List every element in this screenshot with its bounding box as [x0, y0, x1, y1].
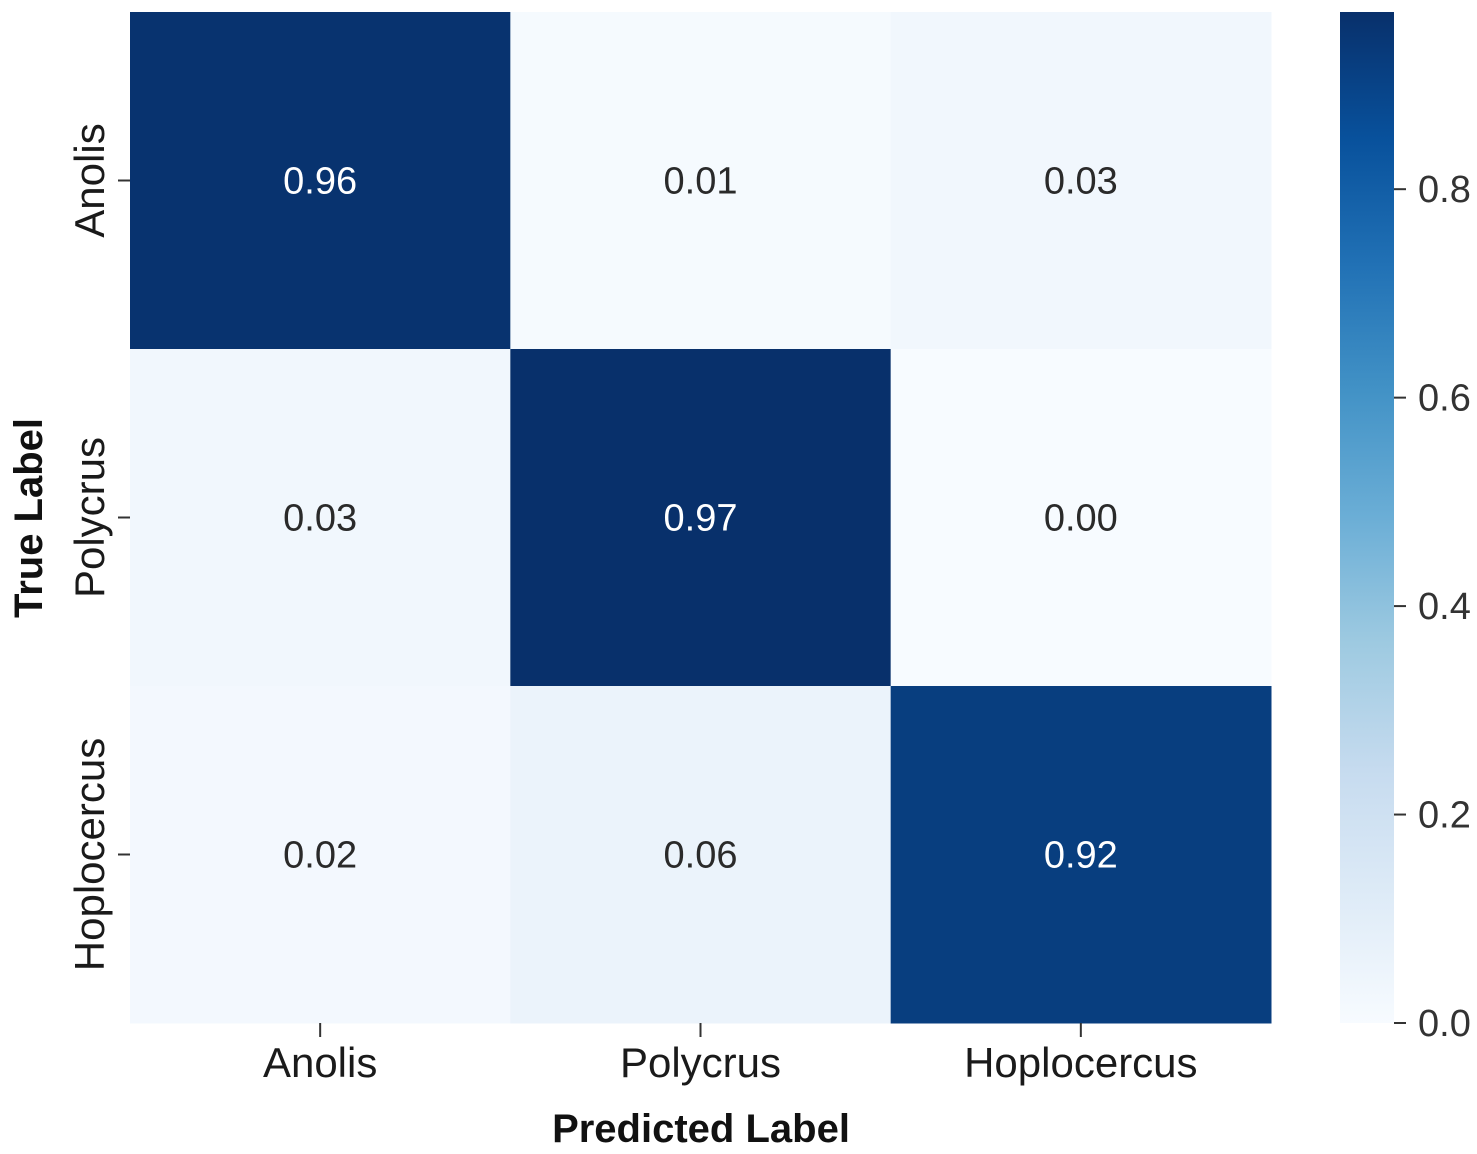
x-tick-label: Hoplocercus [964, 1039, 1197, 1086]
x-axis-ticks: Anolis Polycrus Hoplocercus [263, 1023, 1198, 1086]
y-tick-label: Hoplocercus [66, 738, 113, 971]
colorbar: 0.0 0.2 0.4 0.6 0.8 [1340, 12, 1471, 1045]
y-axis-ticks: Anolis Polycrus Hoplocercus [66, 123, 130, 971]
cell-value-label: 0.03 [1044, 161, 1118, 203]
cell-value-label: 0.02 [283, 835, 357, 877]
colorbar-tick-label: 0.0 [1418, 1003, 1471, 1045]
heatmap-cell [510, 12, 892, 350]
heatmap-cell [130, 686, 511, 1024]
cell-value-label: 0.03 [283, 498, 357, 540]
colorbar-tick-label: 0.6 [1418, 378, 1471, 420]
colorbar-tick-label: 0.2 [1418, 795, 1471, 837]
heatmap-cell [130, 349, 511, 687]
colorbar-tick-label: 0.8 [1418, 169, 1471, 211]
cell-value-label: 0.01 [664, 161, 738, 203]
heatmap-cell [890, 686, 1272, 1024]
heatmap-cell [510, 686, 892, 1024]
colorbar-gradient [1340, 12, 1394, 1023]
heatmap-cell [890, 12, 1272, 350]
cell-value-label: 0.92 [1044, 835, 1118, 877]
y-tick-label: Anolis [66, 123, 113, 237]
cell-value-label: 0.06 [664, 835, 738, 877]
heatmap-cell [130, 12, 511, 350]
colorbar-tick-label: 0.4 [1418, 586, 1471, 628]
cell-value-label: 0.00 [1044, 498, 1118, 540]
cell-value-label: 0.97 [664, 498, 738, 540]
x-tick-label: Anolis [263, 1039, 377, 1086]
x-tick-label: Polycrus [620, 1039, 781, 1086]
y-tick-label: Polycrus [66, 437, 113, 598]
heatmap-cell [890, 349, 1272, 687]
y-axis-title: True Label [7, 418, 51, 618]
x-axis-title: Predicted Label [552, 1107, 850, 1151]
heatmap-cells: 0.96 0.01 0.03 0.03 0.97 0.00 0.02 0.06 0.92 [130, 12, 1272, 1024]
cell-value-label: 0.96 [283, 161, 357, 203]
heatmap-cell [510, 349, 892, 687]
